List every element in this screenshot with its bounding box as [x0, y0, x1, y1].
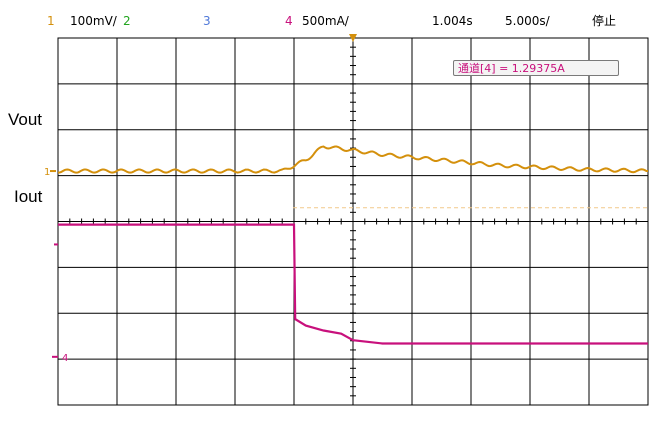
channel-markers: 14 — [44, 167, 68, 364]
traces — [57, 145, 648, 345]
ch1-scale: 100mV/ — [70, 14, 117, 28]
timebase: 5.000s/ — [505, 14, 550, 28]
ch4-number[interactable]: 4 — [285, 14, 293, 28]
ch1-number[interactable]: 1 — [47, 14, 55, 28]
trace-iout — [58, 223, 648, 345]
measurement-readout: 通道[4] = 1.29375A — [453, 60, 619, 76]
trace-vout — [57, 145, 648, 174]
ch3-number[interactable]: 3 — [203, 14, 211, 28]
iout-label: Iout — [14, 187, 43, 206]
vout-label: Vout — [8, 110, 43, 129]
trigger-time: 1.004s — [432, 14, 473, 28]
measurement-text: 通道[4] = 1.29375A — [458, 62, 565, 75]
run-status[interactable]: 停止 — [592, 14, 617, 28]
graticule — [57, 34, 649, 406]
scope-header: 1 100mV/ 2 3 4 500mA/ 1.004s 5.000s/ 停止 — [0, 0, 671, 34]
ch1-ground-marker: 1 — [44, 167, 50, 178]
ch4-scale: 500mA/ — [302, 14, 349, 28]
ch2-number[interactable]: 2 — [123, 14, 131, 28]
trigger-marker — [349, 34, 357, 42]
ch4-ground-marker: 4 — [62, 353, 68, 364]
